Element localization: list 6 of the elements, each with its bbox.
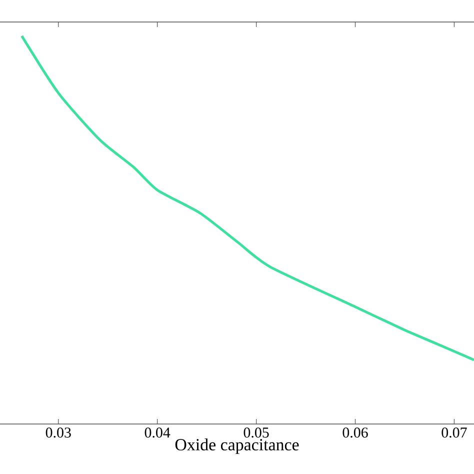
x-tick-label: 0.04 — [144, 428, 170, 438]
x-tick-label: 0.03 — [46, 428, 71, 438]
x-tick-label: 0.06 — [342, 428, 368, 438]
x-tick-label: 0.05 — [244, 428, 269, 438]
x-axis-title: Oxide capacitance — [175, 438, 299, 454]
x-tick-label: 0.07 — [442, 428, 467, 438]
